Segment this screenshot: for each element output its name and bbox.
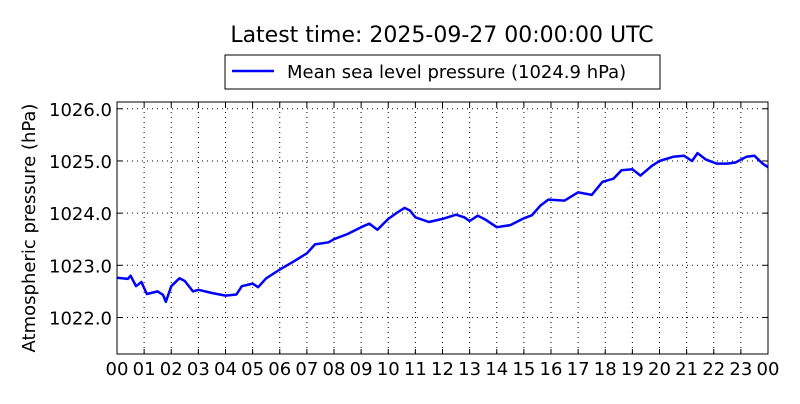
y-tick-label: 1024.0 bbox=[49, 204, 112, 225]
y-tick-label: 1022.0 bbox=[49, 308, 112, 329]
x-tick-label: 03 bbox=[187, 359, 210, 380]
chart-title: Latest time: 2025-09-27 00:00:00 UTC bbox=[230, 23, 653, 48]
x-tick-label: 05 bbox=[241, 359, 264, 380]
x-tick-label: 10 bbox=[377, 359, 400, 380]
y-axis-label: Atmospheric pressure (hPa) bbox=[19, 104, 40, 353]
x-tick-label: 06 bbox=[268, 359, 291, 380]
x-tick-label: 00 bbox=[106, 359, 129, 380]
x-tick-label: 09 bbox=[350, 359, 373, 380]
x-tick-label: 16 bbox=[540, 359, 563, 380]
x-tick-label: 19 bbox=[621, 359, 644, 380]
x-tick-label: 02 bbox=[160, 359, 183, 380]
plot-frame bbox=[116, 101, 769, 355]
x-tick-label: 11 bbox=[404, 359, 427, 380]
x-tick-label: 14 bbox=[485, 359, 508, 380]
legend-label: Mean sea level pressure (1024.9 hPa) bbox=[287, 62, 626, 83]
grid bbox=[117, 102, 768, 354]
y-tick-label: 1025.0 bbox=[49, 152, 112, 173]
x-tick-label: 13 bbox=[458, 359, 481, 380]
ticks: 00 01 02 03 04 05 06 07 08 09 10 11 12 13 14 15 16 17 18 19… bbox=[49, 100, 779, 380]
y-tick-label: 1026.0 bbox=[49, 100, 112, 121]
x-tick-label: 15 bbox=[512, 359, 535, 380]
series-line-mean-sea-level-pressure bbox=[116, 151, 769, 304]
x-tick-label: 23 bbox=[729, 359, 752, 380]
x-tick-label: 22 bbox=[702, 359, 725, 380]
y-tick-label: 1023.0 bbox=[49, 256, 112, 277]
x-tick-label: 04 bbox=[214, 359, 237, 380]
x-tick-label: 17 bbox=[567, 359, 590, 380]
x-tick-label: 08 bbox=[323, 359, 346, 380]
legend: Mean sea level pressure (1024.9 hPa) bbox=[224, 54, 661, 90]
x-tick-label: 18 bbox=[594, 359, 617, 380]
legend-box bbox=[224, 54, 661, 90]
x-tick-label: 12 bbox=[431, 359, 454, 380]
x-tick-label: 00 bbox=[757, 359, 780, 380]
x-tick-label: 20 bbox=[648, 359, 671, 380]
x-tick-label: 01 bbox=[133, 359, 156, 380]
x-tick-label: 07 bbox=[295, 359, 318, 380]
x-tick-label: 21 bbox=[675, 359, 698, 380]
